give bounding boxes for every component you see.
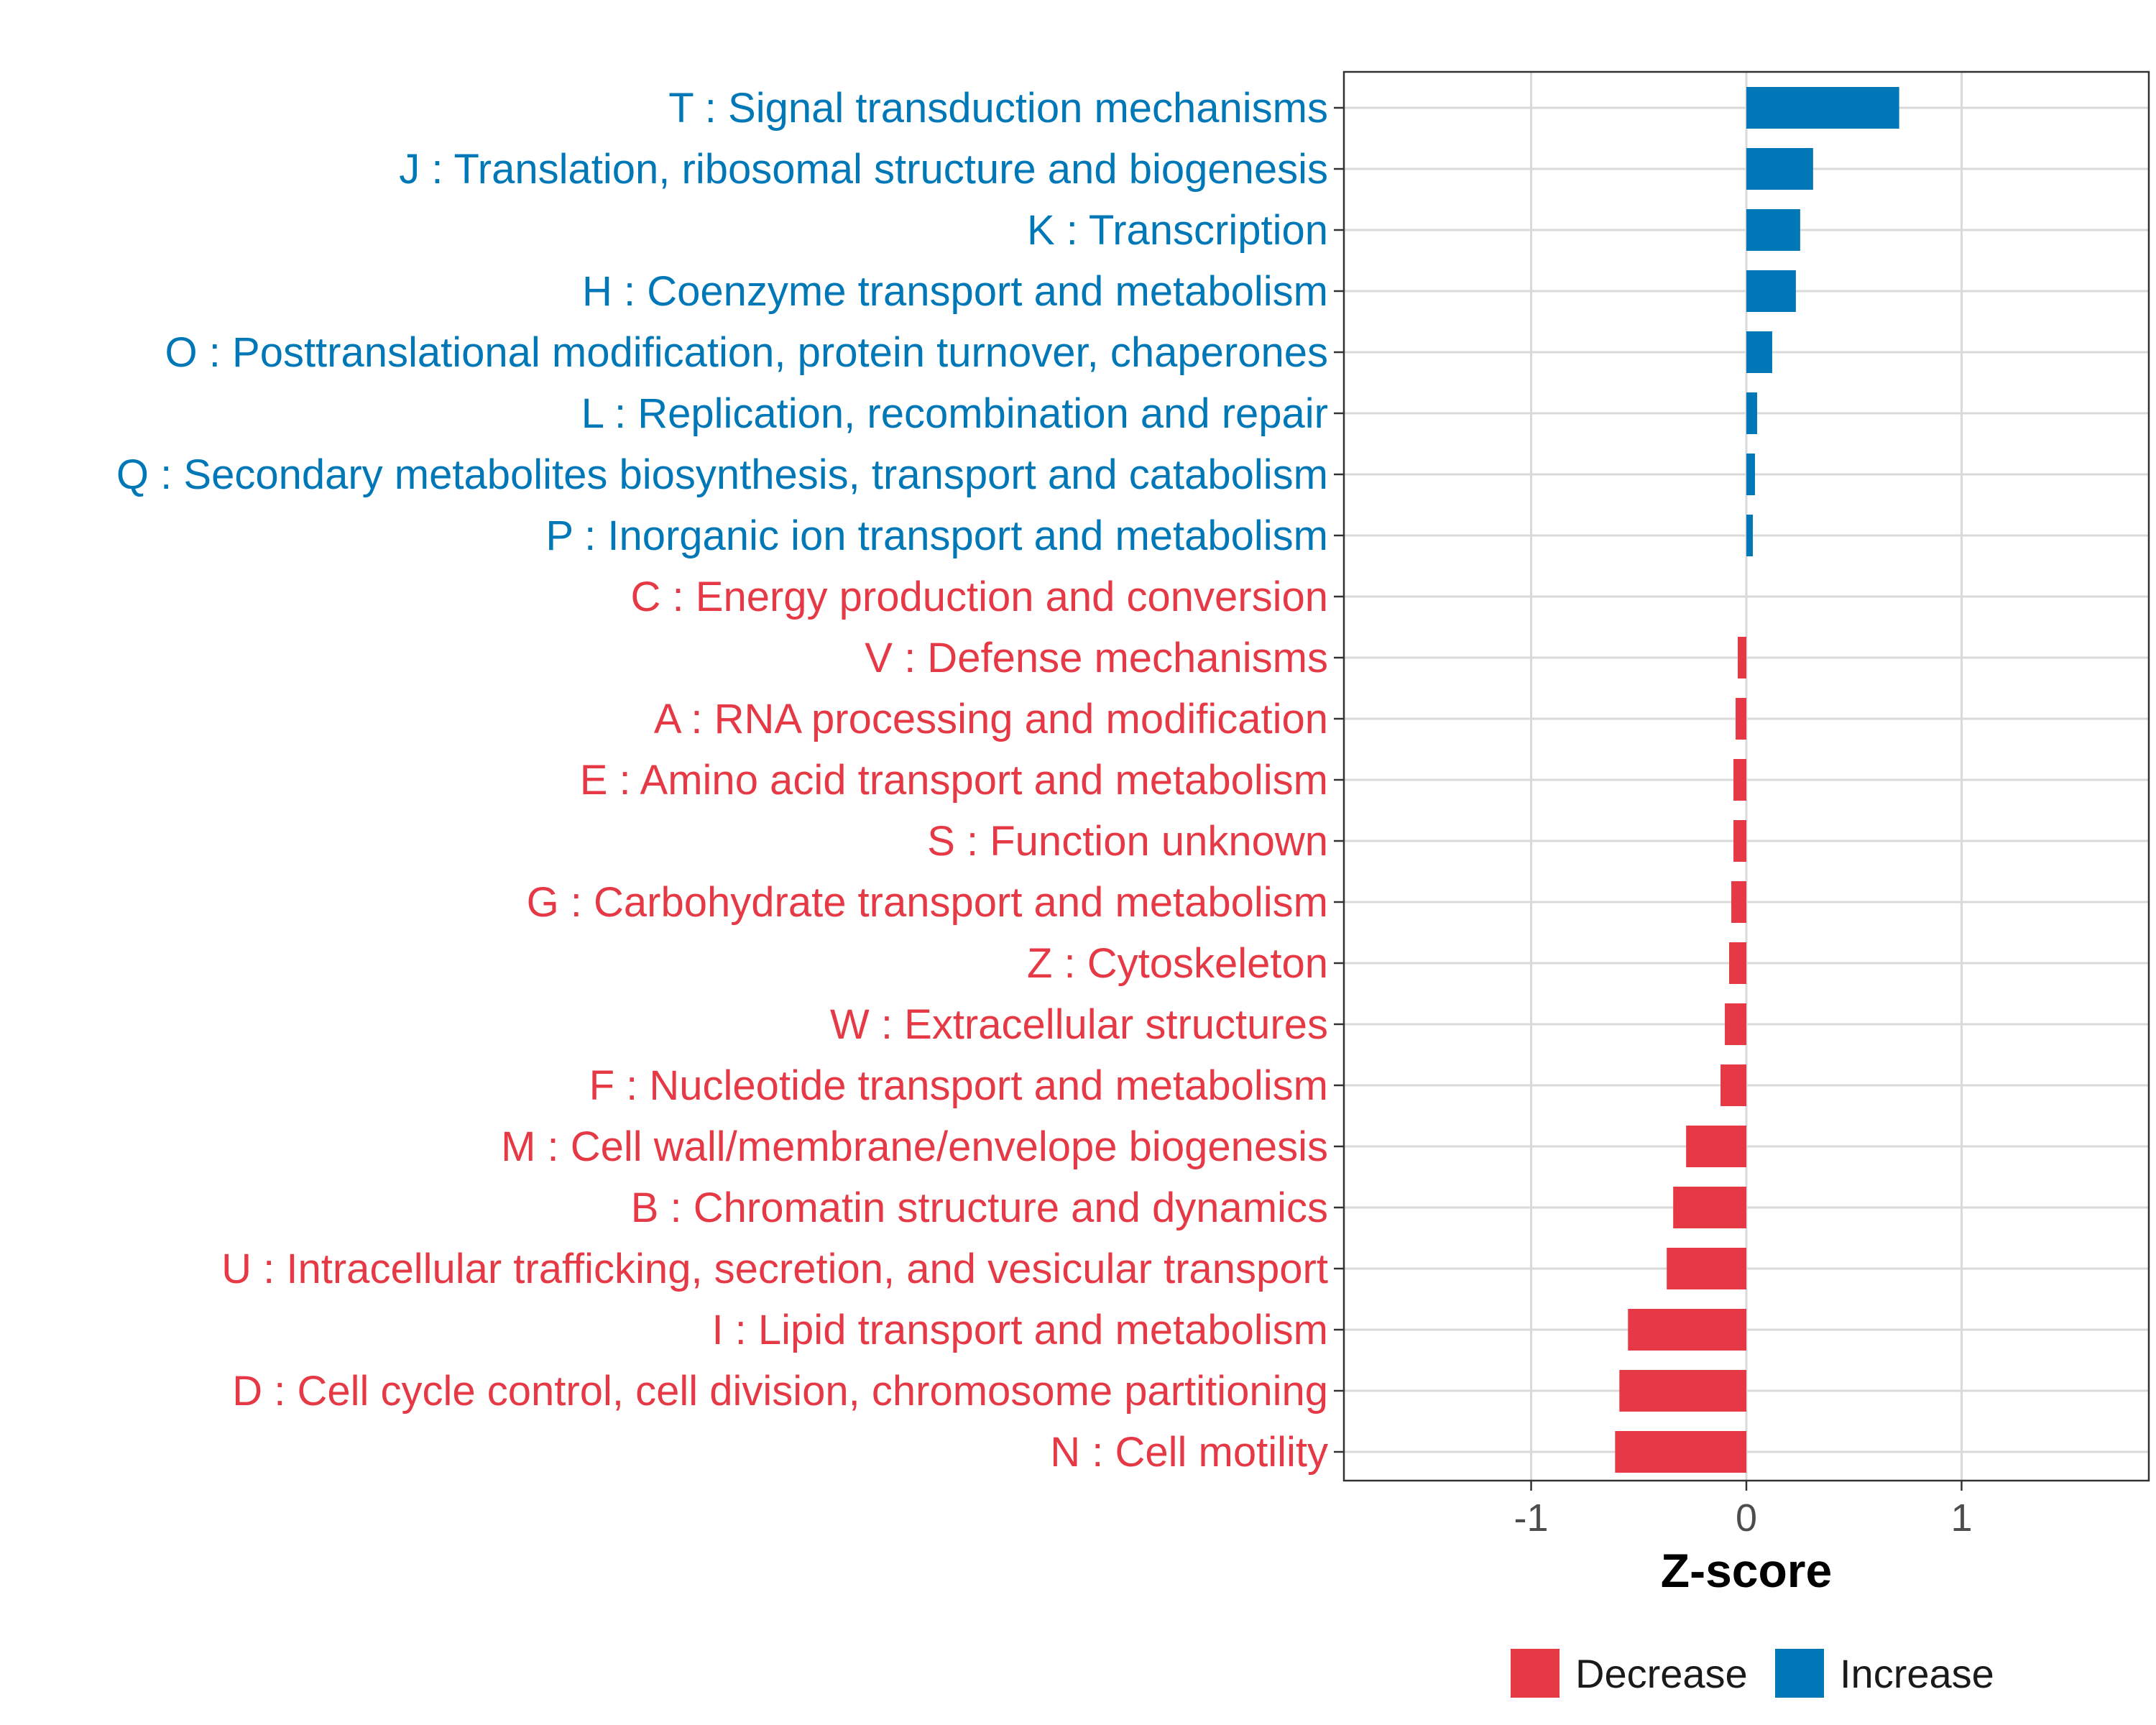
- legend-label: Decrease: [1575, 1651, 1748, 1696]
- bar: [1746, 148, 1813, 190]
- bar: [1733, 759, 1746, 801]
- category-label: F : Nucleotide transport and metabolism: [589, 1062, 1328, 1109]
- bar: [1746, 392, 1757, 434]
- legend-swatch: [1775, 1649, 1824, 1698]
- category-label: N : Cell motility: [1050, 1429, 1328, 1476]
- bar: [1729, 942, 1746, 984]
- bar: [1738, 637, 1746, 678]
- category-label: Q : Secondary metabolites biosynthesis, …: [116, 451, 1328, 498]
- bar: [1746, 87, 1899, 129]
- bar: [1736, 698, 1746, 740]
- category-label: D : Cell cycle control, cell division, c…: [232, 1368, 1328, 1414]
- bar: [1615, 1431, 1746, 1473]
- bar: [1673, 1187, 1746, 1228]
- category-labels: T : Signal transduction mechanisms J : Tr…: [116, 85, 1328, 1476]
- category-label: P : Inorganic ion transport and metaboli…: [545, 512, 1328, 559]
- bar: [1628, 1309, 1746, 1351]
- bar: [1746, 270, 1796, 312]
- bar: [1746, 209, 1800, 251]
- legend-label: Increase: [1840, 1651, 1994, 1696]
- category-label: U : Intracellular trafficking, secretion…: [221, 1246, 1328, 1292]
- category-label: K : Transcription: [1027, 207, 1328, 254]
- x-axis-title: Z-score: [1661, 1544, 1832, 1597]
- bar: [1720, 1064, 1746, 1106]
- x-tick-label: -1: [1514, 1496, 1549, 1540]
- category-label: C : Energy production and conversion: [631, 574, 1328, 620]
- category-label: A : RNA processing and modification: [654, 696, 1328, 742]
- bar: [1746, 515, 1753, 556]
- category-label: L : Replication, recombination and repai…: [581, 390, 1328, 437]
- bar: [1733, 820, 1746, 862]
- x-tick-label: 0: [1736, 1496, 1757, 1540]
- bar: [1746, 454, 1755, 495]
- category-label: S : Function unknown: [927, 818, 1328, 865]
- bar: [1667, 1248, 1746, 1289]
- bar: [1725, 1003, 1746, 1045]
- x-tick-label: 1: [1950, 1496, 1972, 1540]
- category-label: E : Amino acid transport and metabolism: [580, 757, 1328, 804]
- bar: [1731, 881, 1746, 923]
- bars: [1615, 87, 1899, 1473]
- y-axis-ticks: [1334, 106, 1344, 1453]
- x-axis: -1 0 1: [1514, 1481, 1972, 1540]
- bar: [1746, 331, 1772, 373]
- category-label: H : Coenzyme transport and metabolism: [582, 268, 1328, 315]
- category-label: G : Carbohydrate transport and metabolis…: [527, 879, 1328, 926]
- legend-swatch: [1511, 1649, 1560, 1698]
- legend: Decrease Increase: [1511, 1649, 1994, 1698]
- bar: [1619, 1370, 1746, 1412]
- category-label: W : Extracellular structures: [830, 1001, 1328, 1048]
- category-label: V : Defense mechanisms: [865, 635, 1328, 681]
- category-label: J : Translation, ribosomal structure and…: [399, 146, 1328, 193]
- category-label: B : Chromatin structure and dynamics: [631, 1184, 1328, 1231]
- category-label: O : Posttranslational modification, prot…: [165, 329, 1328, 376]
- category-label: Z : Cytoskeleton: [1027, 940, 1328, 987]
- bar: [1686, 1126, 1746, 1167]
- category-label: I : Lipid transport and metabolism: [711, 1307, 1328, 1353]
- category-label: M : Cell wall/membrane/envelope biogenes…: [501, 1123, 1328, 1170]
- category-label: T : Signal transduction mechanisms: [668, 85, 1328, 132]
